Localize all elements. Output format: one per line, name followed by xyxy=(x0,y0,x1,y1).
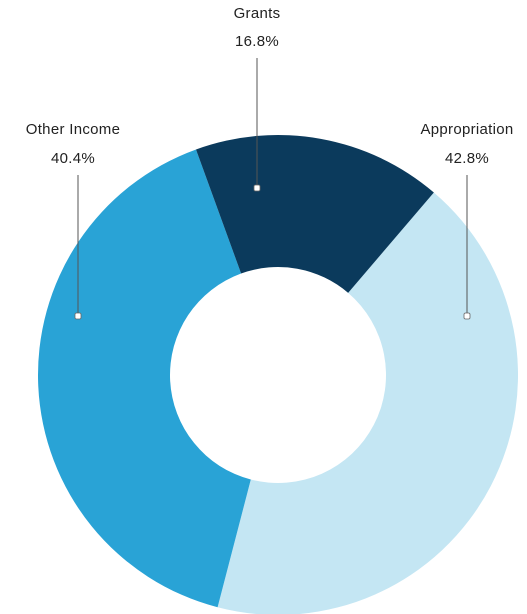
slice-value-grants: 16.8% xyxy=(235,33,279,50)
leader-dot-other-income xyxy=(74,312,82,320)
slice-label-grants: Grants xyxy=(234,5,281,22)
slice-label-appropriation: Appropriation xyxy=(420,121,513,138)
leader-dot-grants xyxy=(253,184,261,192)
leader-dot-appropriation xyxy=(463,312,471,320)
donut-slice-grants xyxy=(195,135,434,293)
donut-slice-other-income xyxy=(37,149,251,608)
slice-label-other-income: Other Income xyxy=(26,121,120,138)
donut-slice-appropriation xyxy=(217,192,518,614)
slice-value-other-income: 40.4% xyxy=(51,150,95,167)
slice-value-appropriation: 42.8% xyxy=(445,150,489,167)
